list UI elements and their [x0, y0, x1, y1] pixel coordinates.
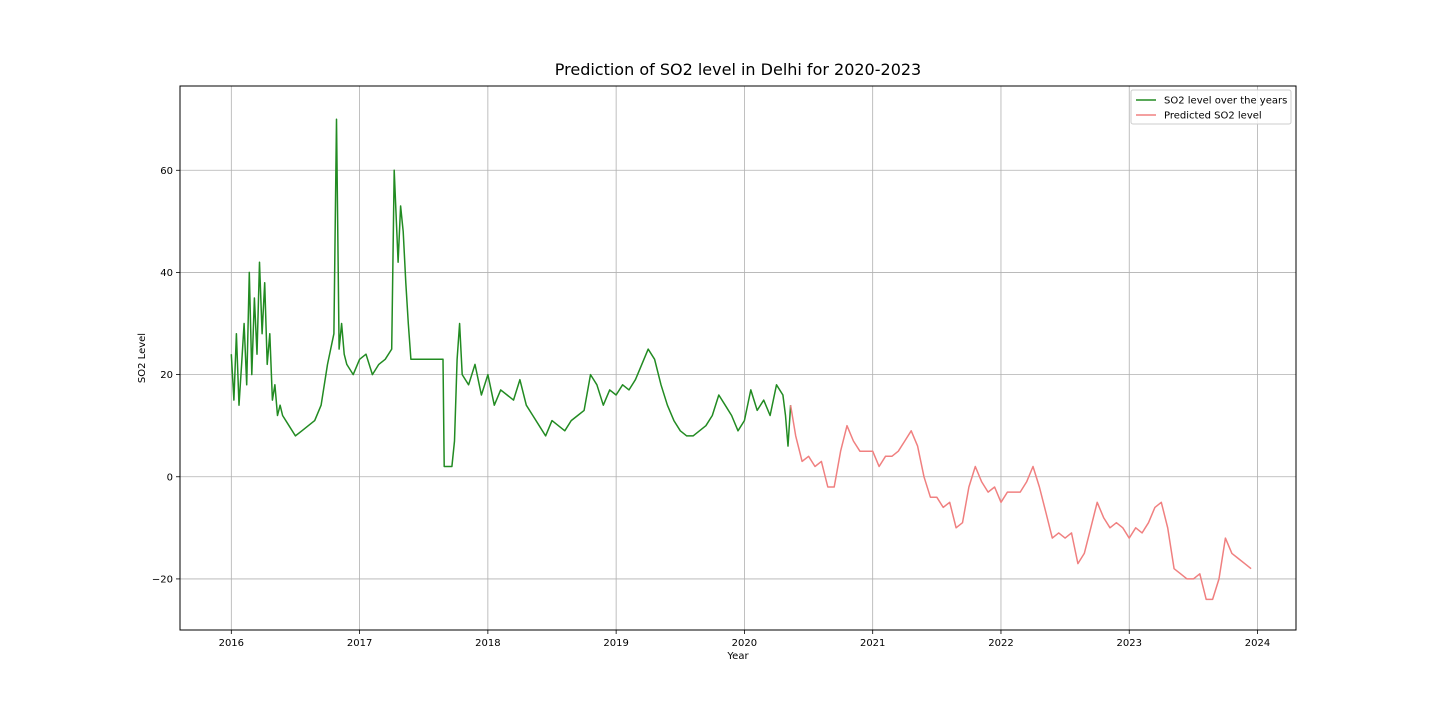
y-axis-label: SO2 Level — [137, 333, 148, 383]
legend: SO2 level over the years Predicted SO2 le… — [1130, 89, 1292, 125]
grid — [180, 86, 1296, 630]
x-axis-label: Year — [726, 651, 749, 662]
x-tick-label: 2022 — [988, 638, 1013, 649]
x-tick-label: 2018 — [475, 638, 500, 649]
y-tick-label: 20 — [160, 370, 173, 381]
legend-box — [1130, 89, 1292, 125]
chart-title: Prediction of SO2 level in Delhi for 202… — [555, 60, 921, 79]
x-tick-label: 2023 — [1117, 638, 1142, 649]
legend-label: Predicted SO2 level — [1164, 111, 1262, 122]
x-tick-label: 2020 — [732, 638, 757, 649]
series-layer — [230, 118, 1252, 601]
x-tick-label: 2021 — [860, 638, 885, 649]
plot-frame — [179, 85, 1297, 631]
y-tick-label: −20 — [152, 574, 173, 585]
x-tick-label: 2019 — [603, 638, 628, 649]
series-line-observed — [230, 118, 792, 468]
x-tick-label: 2016 — [219, 638, 244, 649]
y-tick-label: 40 — [160, 268, 173, 279]
x-tick-label: 2017 — [347, 638, 372, 649]
y-tick-label: 60 — [160, 166, 173, 177]
x-tick-label: 2024 — [1245, 638, 1270, 649]
legend-label: SO2 level over the years — [1164, 96, 1287, 107]
series-line-predicted — [789, 405, 1252, 601]
y-tick-label: 0 — [167, 472, 173, 483]
ticks: 2016 2017 2018 2019 2020 2021 2022 2023 2024 −20 0… — [152, 166, 1270, 649]
